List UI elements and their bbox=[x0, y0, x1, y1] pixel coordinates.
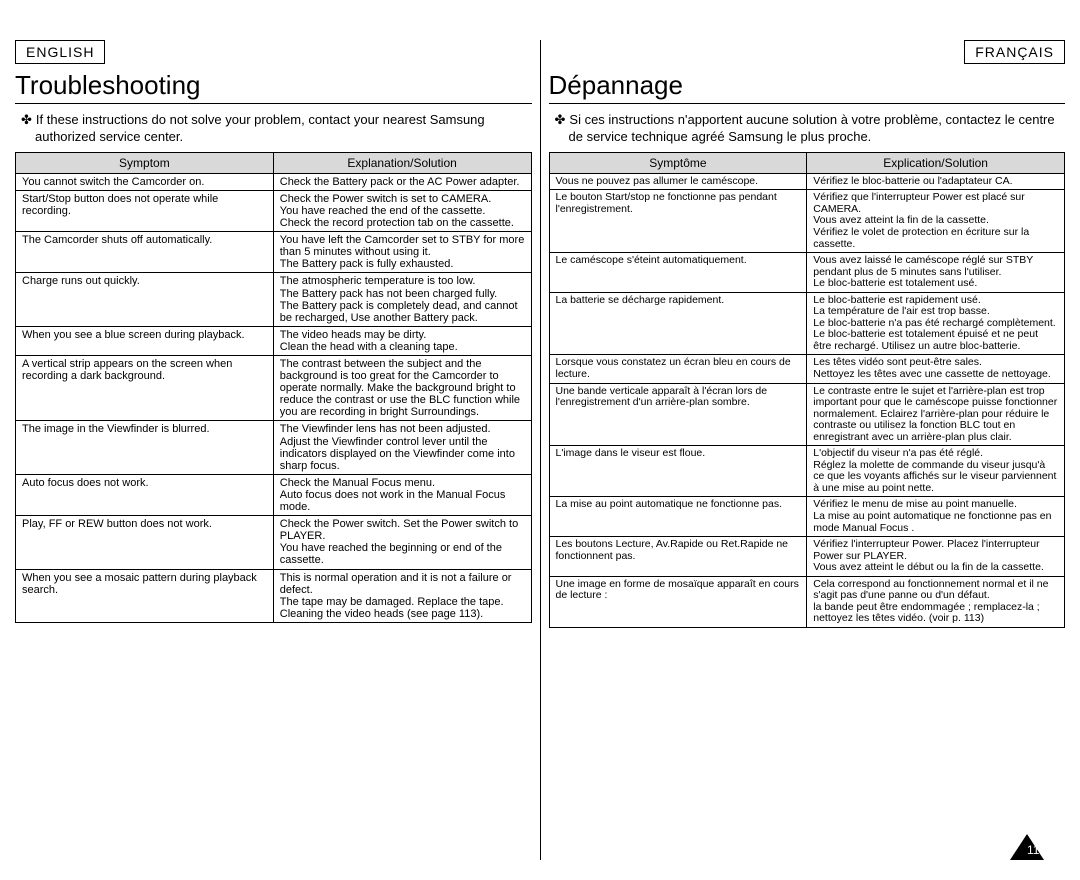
table-row: The image in the Viewfinder is blurred.T… bbox=[16, 421, 532, 474]
table-row: Auto focus does not work.Check the Manua… bbox=[16, 474, 532, 515]
table-row: Une bande verticale apparaît à l'écran l… bbox=[549, 383, 1065, 446]
triangle-icon: 117 bbox=[1010, 834, 1044, 860]
cell-symptom: Start/Stop button does not operate while… bbox=[16, 190, 274, 231]
cell-solution: Le contraste entre le sujet et l'arrière… bbox=[807, 383, 1065, 446]
cell-solution: Vous avez laissé le caméscope réglé sur … bbox=[807, 253, 1065, 293]
english-column: ENGLISH Troubleshooting ✤If these instru… bbox=[15, 40, 532, 860]
page-number-marker: 117 bbox=[1010, 834, 1044, 860]
cell-symptom: The Camcorder shuts off automatically. bbox=[16, 232, 274, 273]
troubleshooting-table-fr: Symptôme Explication/Solution Vous ne po… bbox=[549, 152, 1066, 628]
table-row: Start/Stop button does not operate while… bbox=[16, 190, 532, 231]
lang-badge-fr: FRANÇAIS bbox=[964, 40, 1065, 64]
cell-symptom: The image in the Viewfinder is blurred. bbox=[16, 421, 274, 474]
bullet-icon: ✤ bbox=[21, 112, 32, 127]
title-en: Troubleshooting bbox=[15, 70, 532, 104]
cell-solution: Vérifiez que l'interrupteur Power est pl… bbox=[807, 190, 1065, 253]
cell-solution: Check the Battery pack or the AC Power a… bbox=[273, 173, 531, 190]
troubleshooting-table-en: Symptom Explanation/Solution You cannot … bbox=[15, 152, 532, 623]
table-row: Les boutons Lecture, Av.Rapide ou Ret.Ra… bbox=[549, 537, 1065, 577]
cell-symptom: L'image dans le viseur est floue. bbox=[549, 446, 807, 497]
cell-solution: Vérifiez le menu de mise au point manuel… bbox=[807, 497, 1065, 537]
cell-solution: Les têtes vidéo sont peut-être sales.Net… bbox=[807, 355, 1065, 383]
intro-en: ✤If these instructions do not solve your… bbox=[15, 112, 532, 146]
bullet-icon: ✤ bbox=[555, 112, 566, 127]
cell-symptom: La batterie se décharge rapidement. bbox=[549, 292, 807, 355]
intro-text-fr: Si ces instructions n'apportent aucune s… bbox=[569, 112, 1055, 144]
table-row: Le caméscope s'éteint automatiquement.Vo… bbox=[549, 253, 1065, 293]
cell-solution: You have left the Camcorder set to STBY … bbox=[273, 232, 531, 273]
cell-solution: Vérifiez l'interrupteur Power. Placez l'… bbox=[807, 537, 1065, 577]
cell-symptom: Le bouton Start/stop ne fonctionne pas p… bbox=[549, 190, 807, 253]
th-solution-fr: Explication/Solution bbox=[807, 152, 1065, 173]
cell-symptom: You cannot switch the Camcorder on. bbox=[16, 173, 274, 190]
table-row: La batterie se décharge rapidement.Le bl… bbox=[549, 292, 1065, 355]
cell-solution: Vérifiez le bloc-batterie ou l'adaptateu… bbox=[807, 173, 1065, 190]
table-row: La mise au point automatique ne fonction… bbox=[549, 497, 1065, 537]
cell-symptom: Lorsque vous constatez un écran bleu en … bbox=[549, 355, 807, 383]
tbody-fr: Vous ne pouvez pas allumer le caméscope.… bbox=[549, 173, 1065, 627]
cell-solution: The contrast between the subject and the… bbox=[273, 356, 531, 421]
intro-text-en: If these instructions do not solve your … bbox=[35, 112, 485, 144]
cell-solution: Check the Manual Focus menu.Auto focus d… bbox=[273, 474, 531, 515]
table-row: Le bouton Start/stop ne fonctionne pas p… bbox=[549, 190, 1065, 253]
cell-symptom: Play, FF or REW button does not work. bbox=[16, 516, 274, 569]
cell-solution: The Viewfinder lens has not been adjuste… bbox=[273, 421, 531, 474]
cell-symptom: La mise au point automatique ne fonction… bbox=[549, 497, 807, 537]
cell-symptom: Les boutons Lecture, Av.Rapide ou Ret.Ra… bbox=[549, 537, 807, 577]
cell-solution: L'objectif du viseur n'a pas été réglé.R… bbox=[807, 446, 1065, 497]
cell-solution: The atmospheric temperature is too low.T… bbox=[273, 273, 531, 326]
tbody-en: You cannot switch the Camcorder on.Check… bbox=[16, 173, 532, 622]
cell-solution: Check the Power switch. Set the Power sw… bbox=[273, 516, 531, 569]
cell-solution: The video heads may be dirty.Clean the h… bbox=[273, 326, 531, 355]
table-row: When you see a mosaic pattern during pla… bbox=[16, 569, 532, 622]
cell-symptom: A vertical strip appears on the screen w… bbox=[16, 356, 274, 421]
table-row: Lorsque vous constatez un écran bleu en … bbox=[549, 355, 1065, 383]
table-row: The Camcorder shuts off automatically.Yo… bbox=[16, 232, 532, 273]
cell-solution: Le bloc-batterie est rapidement usé.La t… bbox=[807, 292, 1065, 355]
th-symptom-fr: Symptôme bbox=[549, 152, 807, 173]
intro-fr: ✤Si ces instructions n'apportent aucune … bbox=[549, 112, 1066, 146]
cell-symptom: Charge runs out quickly. bbox=[16, 273, 274, 326]
cell-symptom: When you see a blue screen during playba… bbox=[16, 326, 274, 355]
cell-solution: This is normal operation and it is not a… bbox=[273, 569, 531, 622]
table-row: You cannot switch the Camcorder on.Check… bbox=[16, 173, 532, 190]
manual-page: ENGLISH Troubleshooting ✤If these instru… bbox=[0, 0, 1080, 880]
lang-badge-en: ENGLISH bbox=[15, 40, 105, 64]
table-row: L'image dans le viseur est floue.L'objec… bbox=[549, 446, 1065, 497]
table-row: Une image en forme de mosaïque apparaît … bbox=[549, 576, 1065, 627]
cell-symptom: Vous ne pouvez pas allumer le caméscope. bbox=[549, 173, 807, 190]
table-row: Vous ne pouvez pas allumer le caméscope.… bbox=[549, 173, 1065, 190]
cell-symptom: When you see a mosaic pattern during pla… bbox=[16, 569, 274, 622]
french-column: FRANÇAIS Dépannage ✤Si ces instructions … bbox=[549, 40, 1066, 860]
th-solution-en: Explanation/Solution bbox=[273, 152, 531, 173]
cell-solution: Check the Power switch is set to CAMERA.… bbox=[273, 190, 531, 231]
th-symptom-en: Symptom bbox=[16, 152, 274, 173]
cell-symptom: Le caméscope s'éteint automatiquement. bbox=[549, 253, 807, 293]
title-fr: Dépannage bbox=[549, 70, 1066, 104]
table-row: Play, FF or REW button does not work.Che… bbox=[16, 516, 532, 569]
center-divider bbox=[540, 40, 541, 860]
cell-symptom: Une bande verticale apparaît à l'écran l… bbox=[549, 383, 807, 446]
cell-symptom: Une image en forme de mosaïque apparaît … bbox=[549, 576, 807, 627]
table-row: When you see a blue screen during playba… bbox=[16, 326, 532, 355]
cell-symptom: Auto focus does not work. bbox=[16, 474, 274, 515]
table-row: A vertical strip appears on the screen w… bbox=[16, 356, 532, 421]
cell-solution: Cela correspond au fonctionnement normal… bbox=[807, 576, 1065, 627]
table-row: Charge runs out quickly.The atmospheric … bbox=[16, 273, 532, 326]
